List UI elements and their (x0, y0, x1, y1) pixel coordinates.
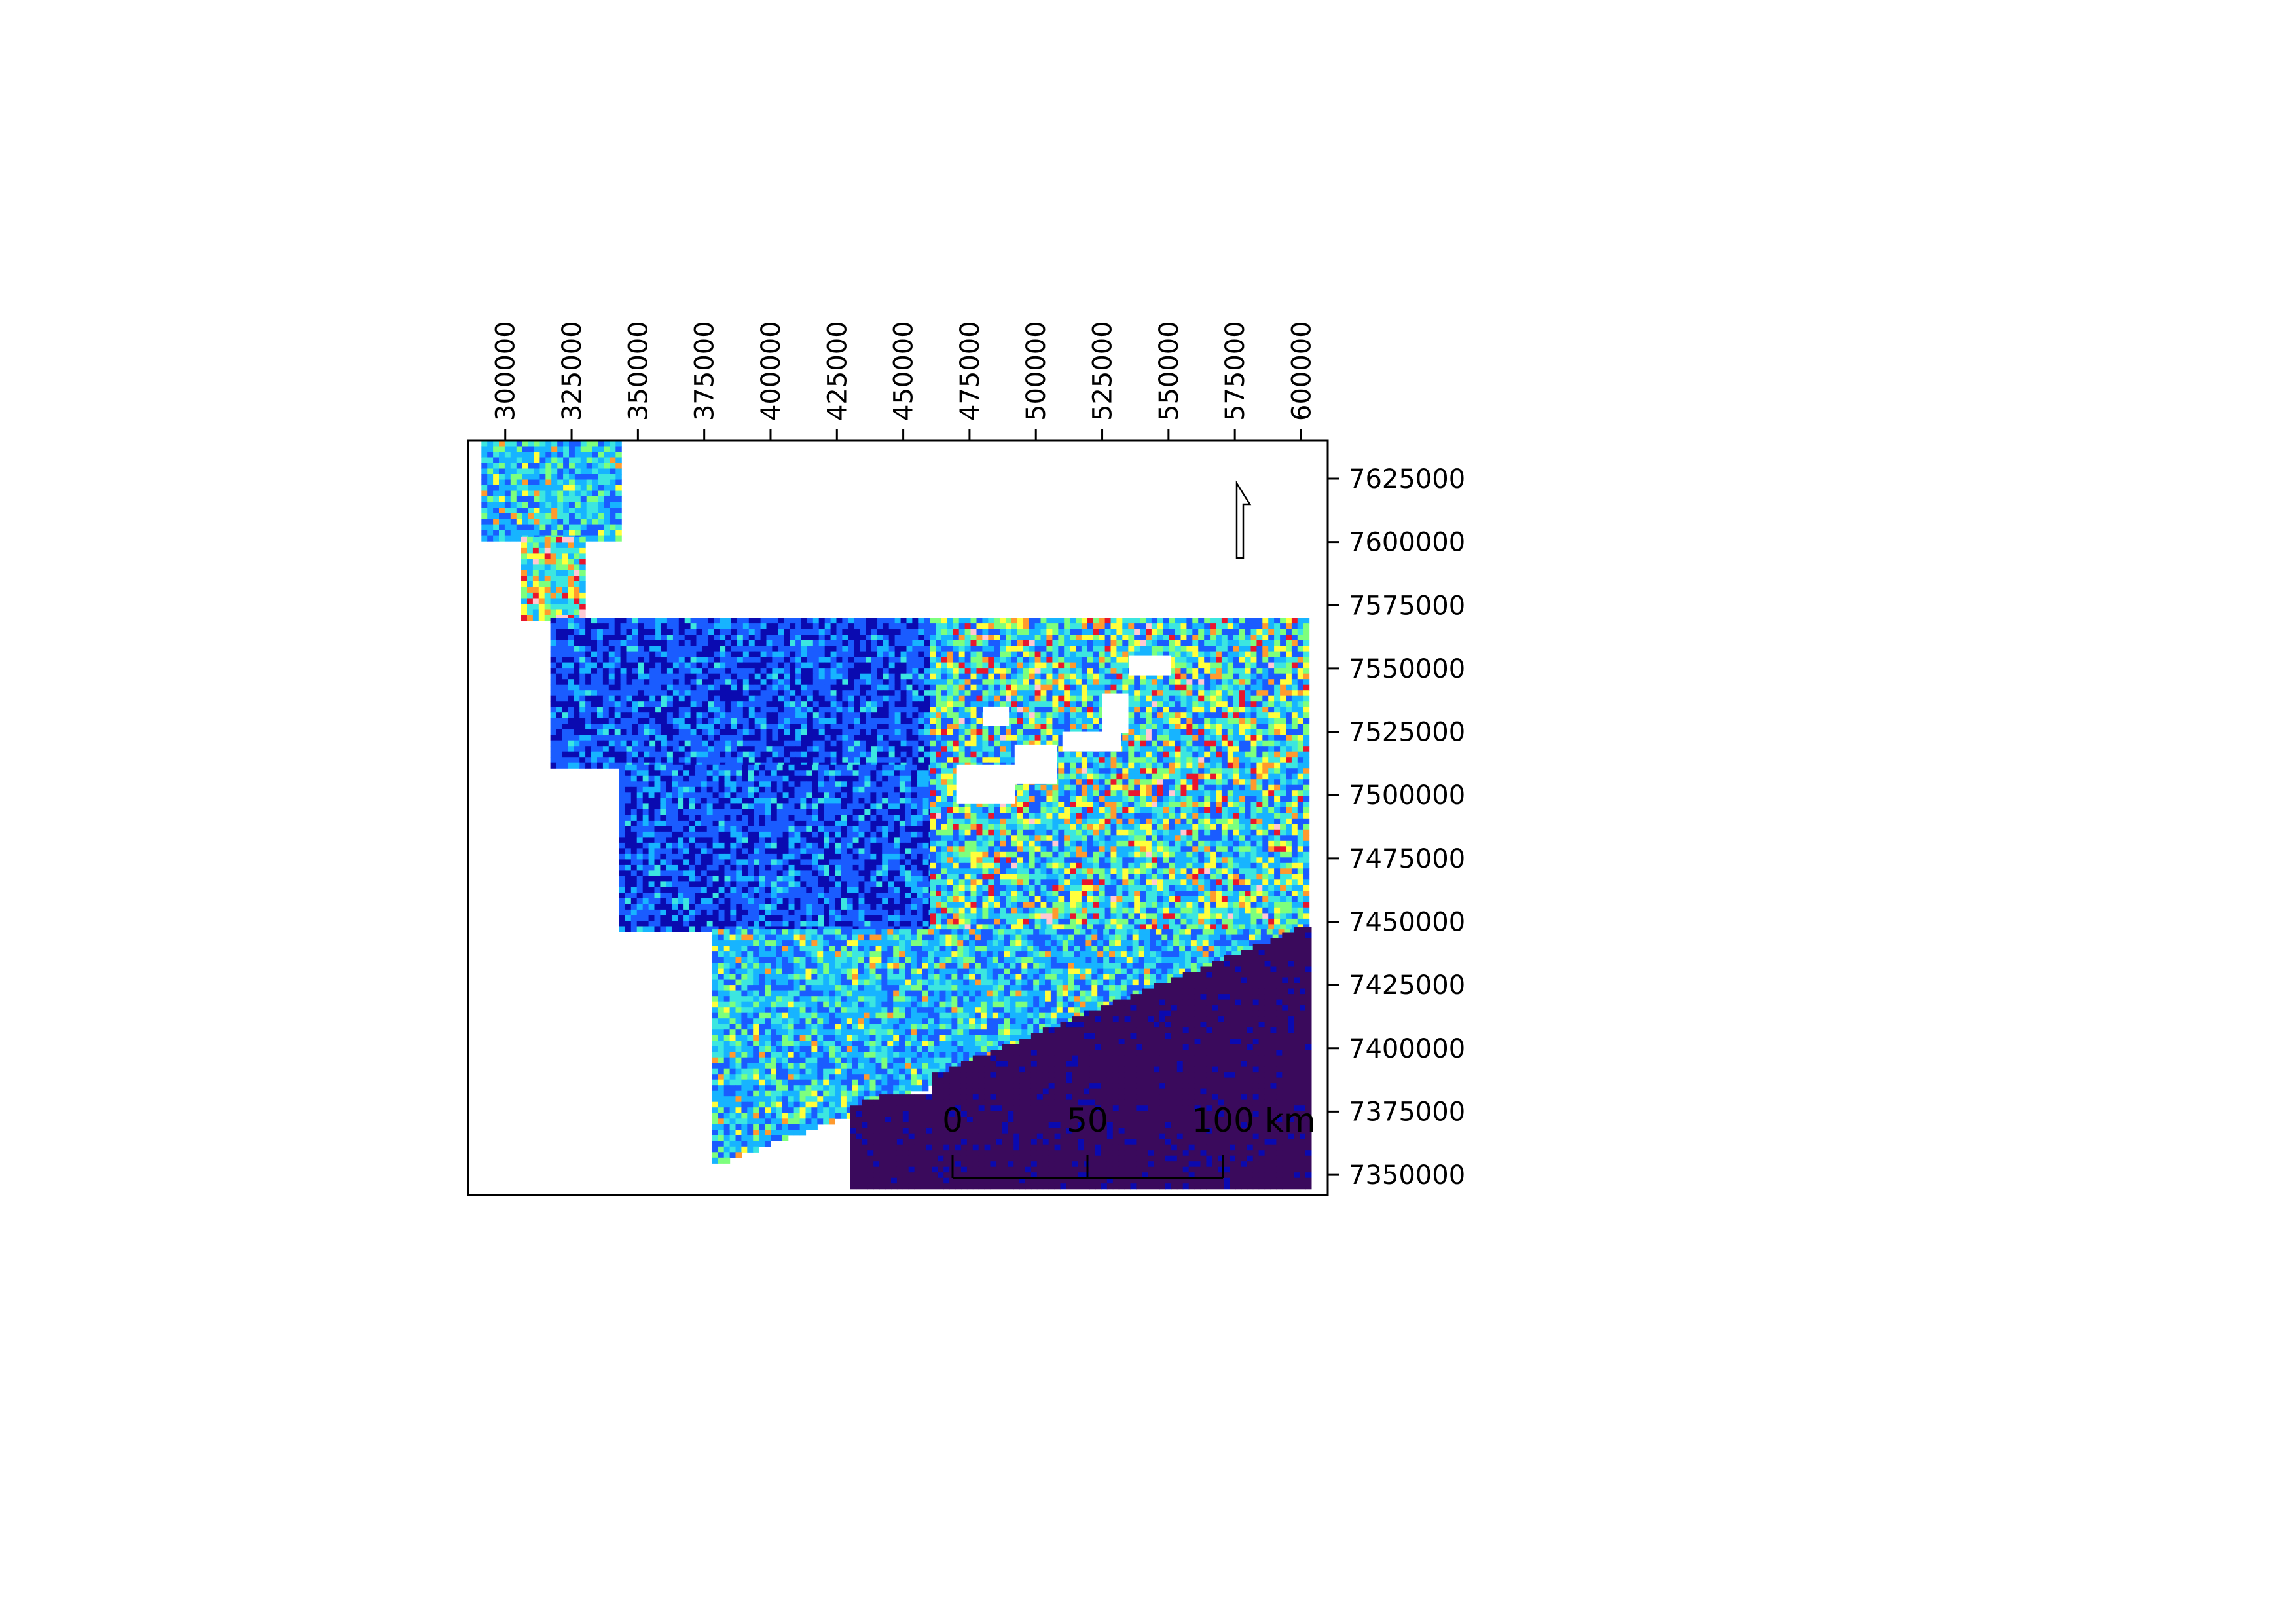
x-tick-label: 350000 (623, 321, 653, 421)
x-tick-label: 425000 (822, 321, 852, 421)
raster-layer (481, 441, 1312, 1190)
raster-region-south-block (712, 929, 1302, 1164)
raster-region-central-block (619, 764, 935, 932)
scale-bar: 0 50 100 km (942, 1101, 1316, 1179)
x-tick-label: 525000 (1088, 321, 1118, 421)
y-tick-label: 7350000 (1349, 1160, 1465, 1190)
raster-region-neck (521, 536, 586, 621)
x-tick-label: 450000 (889, 321, 919, 421)
x-tick-label: 550000 (1154, 321, 1184, 421)
y-tick-label: 7475000 (1349, 844, 1465, 874)
y-tick-label: 7525000 (1349, 718, 1465, 748)
y-tick-label: 7575000 (1349, 591, 1465, 621)
x-tick-label: 400000 (756, 321, 786, 421)
x-axis: 300000 325000 350000 375000 400000 425000 4500… (491, 321, 1317, 441)
y-tick-label: 7625000 (1349, 464, 1465, 494)
y-tick-label: 7400000 (1349, 1034, 1465, 1064)
x-tick-label: 475000 (955, 321, 985, 421)
scale-label-100: 100 km (1192, 1101, 1316, 1139)
x-tick-label: 500000 (1021, 321, 1051, 421)
y-tick-label: 7425000 (1349, 970, 1465, 1001)
raster-nodata-holes (956, 655, 1172, 804)
raster-region-dark-margin (850, 927, 1312, 1190)
raster-region-north-strip (481, 441, 622, 542)
raster-region-west-block (550, 618, 930, 769)
x-tick-label: 300000 (491, 321, 521, 421)
scale-label-0: 0 (942, 1101, 963, 1139)
x-tick-label: 575000 (1220, 321, 1250, 421)
x-tick-label: 375000 (690, 321, 720, 421)
north-arrow-icon (1235, 480, 1252, 559)
x-tick-label: 325000 (557, 321, 587, 421)
y-tick-label: 7450000 (1349, 907, 1465, 937)
y-tick-label: 7500000 (1349, 781, 1465, 811)
y-axis: 7625000 7600000 7575000 7550000 7525000 75000… (1328, 464, 1465, 1190)
scale-label-50: 50 (1066, 1101, 1108, 1139)
map-frame (467, 439, 1329, 1196)
y-tick-label: 7375000 (1349, 1097, 1465, 1127)
y-tick-label: 7550000 (1349, 654, 1465, 684)
x-tick-label: 600000 (1286, 321, 1317, 421)
y-tick-label: 7600000 (1349, 528, 1465, 558)
